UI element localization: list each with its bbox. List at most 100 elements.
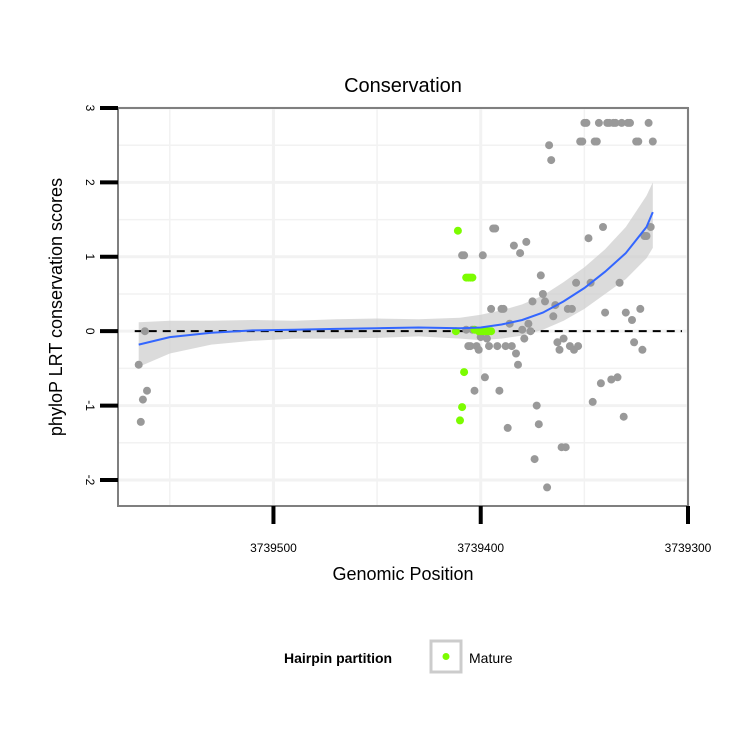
point-other: [136, 417, 145, 426]
point-mature: [453, 226, 462, 235]
x-axis: 3739500 3739400 3739300: [250, 506, 712, 555]
point-other: [543, 483, 552, 492]
plot-panel: [117, 106, 690, 507]
x-tick-label: 3739500: [250, 541, 297, 555]
point-other: [516, 249, 525, 258]
point-other: [474, 345, 483, 354]
y-axis-title: phyloP LRT conservation scores: [46, 178, 66, 436]
point-other: [518, 325, 527, 334]
point-other: [561, 443, 570, 452]
point-other: [140, 327, 149, 336]
point-other: [594, 118, 603, 127]
point-other: [514, 360, 522, 369]
point-other: [466, 342, 475, 351]
point-other: [607, 375, 616, 384]
point-other: [536, 271, 545, 280]
point-mature: [451, 327, 460, 336]
legend-key-mature-point: [442, 653, 450, 660]
panel-frame: [117, 107, 689, 507]
point-other: [460, 251, 469, 260]
legend-key: [429, 639, 463, 674]
x-tick-label: 3739300: [665, 541, 712, 555]
point-other: [138, 395, 147, 404]
point-other: [626, 118, 634, 127]
point-other: [588, 397, 597, 406]
point-other: [613, 373, 622, 382]
point-other: [534, 420, 543, 429]
point-other: [134, 360, 143, 369]
point-other: [501, 342, 510, 351]
point-other: [567, 304, 576, 313]
y-axis: -2 -1 0 1 2 3: [83, 105, 118, 486]
y-tick-label: 2: [83, 179, 97, 186]
smooth-confidence-ribbon: [138, 182, 653, 367]
point-other: [630, 338, 639, 347]
point-other: [621, 308, 630, 317]
point-other: [592, 137, 601, 146]
point-mature: [460, 368, 469, 377]
point-other: [638, 345, 647, 354]
point-other: [584, 234, 593, 243]
chart-title: Conservation: [344, 75, 462, 97]
point-other: [644, 118, 653, 127]
point-other: [574, 342, 583, 351]
point-other: [549, 312, 558, 321]
point-other: [507, 342, 516, 351]
point-other: [143, 386, 151, 395]
point-other: [634, 137, 643, 146]
point-other: [596, 379, 605, 388]
point-other: [522, 237, 531, 246]
y-tick-label: -2: [83, 475, 97, 486]
point-mature: [458, 403, 467, 412]
point-other: [578, 137, 587, 146]
point-other: [636, 304, 645, 313]
point-other: [512, 349, 520, 358]
panel-background: [118, 108, 688, 506]
point-mature: [487, 327, 496, 336]
point-other: [615, 278, 624, 287]
point-other: [526, 327, 535, 336]
point-other: [499, 304, 508, 313]
point-other: [482, 334, 491, 343]
point-other: [648, 137, 657, 146]
point-other: [493, 342, 502, 351]
point-other: [524, 319, 533, 328]
point-other: [642, 232, 651, 240]
x-axis-title: Genomic Position: [332, 564, 473, 584]
y-tick-label: 1: [83, 253, 97, 260]
point-other: [582, 118, 591, 127]
point-other: [532, 401, 541, 410]
point-other: [495, 386, 504, 395]
point-other: [619, 412, 628, 421]
point-other: [480, 373, 489, 382]
point-other: [646, 223, 655, 231]
point-other: [520, 334, 529, 343]
point-other: [545, 141, 554, 150]
point-other: [538, 290, 547, 298]
point-other: [509, 241, 518, 250]
point-other: [503, 423, 512, 432]
point-other: [541, 297, 549, 306]
point-other: [487, 304, 496, 313]
x-tick-label: 3739400: [457, 541, 504, 555]
y-tick-label: -1: [83, 400, 97, 411]
legend: Hairpin partition Mature: [284, 639, 513, 674]
legend-title: Hairpin partition: [284, 650, 392, 666]
point-other: [470, 386, 479, 395]
point-other: [601, 308, 610, 317]
point-other: [528, 297, 537, 306]
point-other: [491, 224, 500, 233]
point-other: [599, 223, 607, 231]
point-other: [555, 345, 564, 354]
point-other: [628, 316, 636, 324]
point-mature: [456, 416, 464, 425]
point-other: [611, 118, 620, 127]
point-other: [617, 118, 626, 127]
point-other: [478, 251, 487, 260]
point-other: [553, 338, 562, 347]
point-other: [547, 156, 556, 165]
y-tick-label: 3: [83, 105, 97, 112]
smooth-trend-line: [138, 211, 654, 346]
point-other: [485, 342, 493, 351]
